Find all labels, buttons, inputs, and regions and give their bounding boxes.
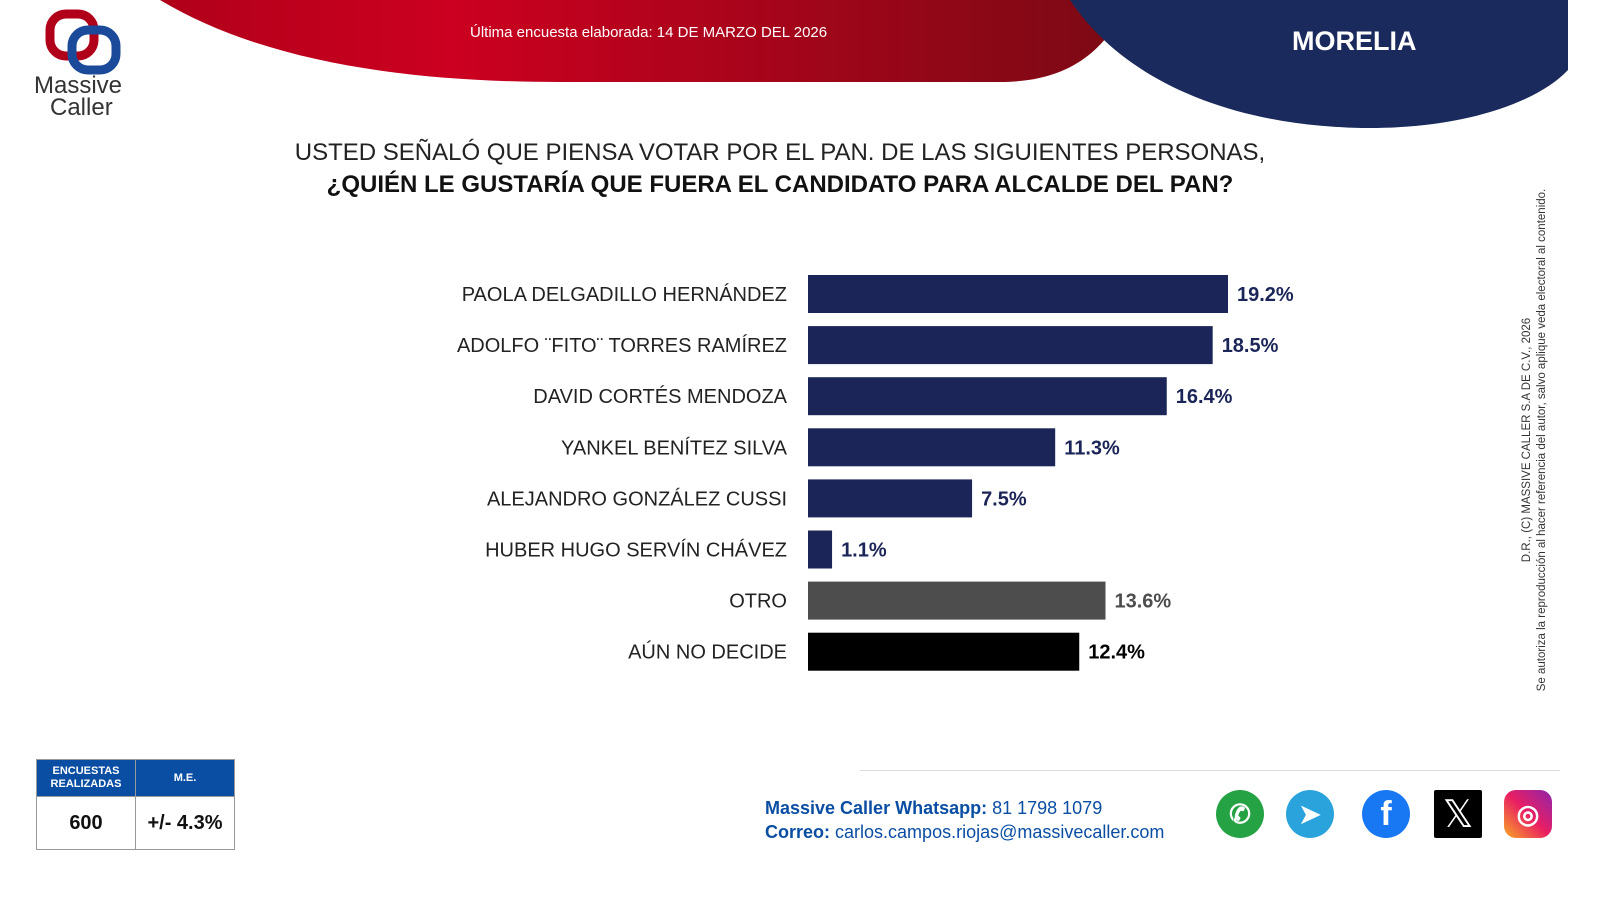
bar — [808, 275, 1228, 313]
category-label: ADOLFO ¨FITO¨ TORRES RAMÍREZ — [457, 334, 787, 357]
value-label: 11.3% — [1064, 437, 1120, 459]
logo-text-massive: Massive — [34, 72, 123, 99]
category-label: OTRO — [729, 591, 787, 613]
category-label: DAVID CORTÉS MENDOZA — [533, 385, 787, 408]
bar — [808, 479, 973, 518]
footer-divider — [860, 770, 1560, 771]
category-label: ALEJANDRO GONZÁLEZ CUSSI — [487, 487, 787, 510]
bar — [808, 428, 1056, 467]
me-value: +/- 4.3% — [135, 796, 235, 850]
reproduction-text: Se autoriza la reproducción al hacer ref… — [1536, 188, 1548, 692]
telegram-icon[interactable]: ➤ — [1286, 790, 1334, 838]
survey-date: Última encuesta elaborada: 14 DE MARZO D… — [470, 24, 828, 41]
category-label: HUBER HUGO SERVÍN CHÁVEZ — [485, 539, 787, 562]
copyright-text: D.R., (C) MASSIVE CALLER S.A DE C.V., 20… — [1521, 317, 1533, 563]
bar — [808, 530, 833, 569]
header-banner — [160, 0, 1568, 128]
question-line-2: ¿QUIÉN LE GUSTARÍA QUE FUERA EL CANDIDAT… — [326, 171, 1234, 198]
email-label: Correo: — [765, 822, 831, 842]
category-label: YANKEL BENÍTEZ SILVA — [561, 436, 788, 459]
bar — [808, 377, 1167, 416]
value-label: 12.4% — [1088, 642, 1145, 664]
bar — [808, 632, 1080, 671]
logo-mark-icon — [45, 9, 121, 75]
category-label: AÚN NO DECIDE — [628, 641, 787, 664]
stats-table: ENCUESTAS REALIZADAS M.E. 600 +/- 4.3% — [36, 759, 235, 850]
email-address[interactable]: carlos.campos.riojas@massivecaller.com — [835, 822, 1165, 842]
city-title: MORELIA — [1292, 26, 1417, 56]
value-label: 13.6% — [1115, 591, 1172, 613]
whatsapp-icon[interactable]: ✆ — [1216, 790, 1264, 838]
surveys-label: ENCUESTAS REALIZADAS — [36, 759, 136, 797]
instagram-icon[interactable]: ◎ — [1504, 790, 1552, 838]
x-icon[interactable]: 𝕏 — [1434, 790, 1482, 838]
logo-text-caller: Caller — [50, 94, 113, 121]
contact-info: Massive Caller Whatsapp: 81 1798 1079 Co… — [765, 796, 1164, 844]
legal-notice: D.R., (C) MASSIVE CALLER S.A DE C.V., 20… — [1520, 140, 1550, 740]
me-label: M.E. — [135, 759, 235, 797]
category-label: PAOLA DELGADILLO HERNÁNDEZ — [462, 283, 787, 306]
value-label: 1.1% — [841, 540, 887, 562]
value-label: 19.2% — [1237, 284, 1294, 306]
facebook-icon[interactable]: f — [1362, 790, 1410, 838]
value-label: 7.5% — [981, 488, 1027, 510]
whatsapp-number[interactable]: 81 1798 1079 — [992, 798, 1103, 818]
question-line-1: USTED SEÑALÓ QUE PIENSA VOTAR POR EL PAN… — [294, 139, 1266, 166]
bar — [808, 326, 1213, 365]
value-label: 16.4% — [1176, 386, 1233, 408]
surveys-value: 600 — [36, 796, 136, 850]
value-label: 18.5% — [1222, 335, 1279, 357]
massive-caller-logo: Massive Caller — [20, 8, 150, 126]
whatsapp-label: Massive Caller Whatsapp: — [765, 798, 988, 818]
bar — [808, 581, 1106, 620]
